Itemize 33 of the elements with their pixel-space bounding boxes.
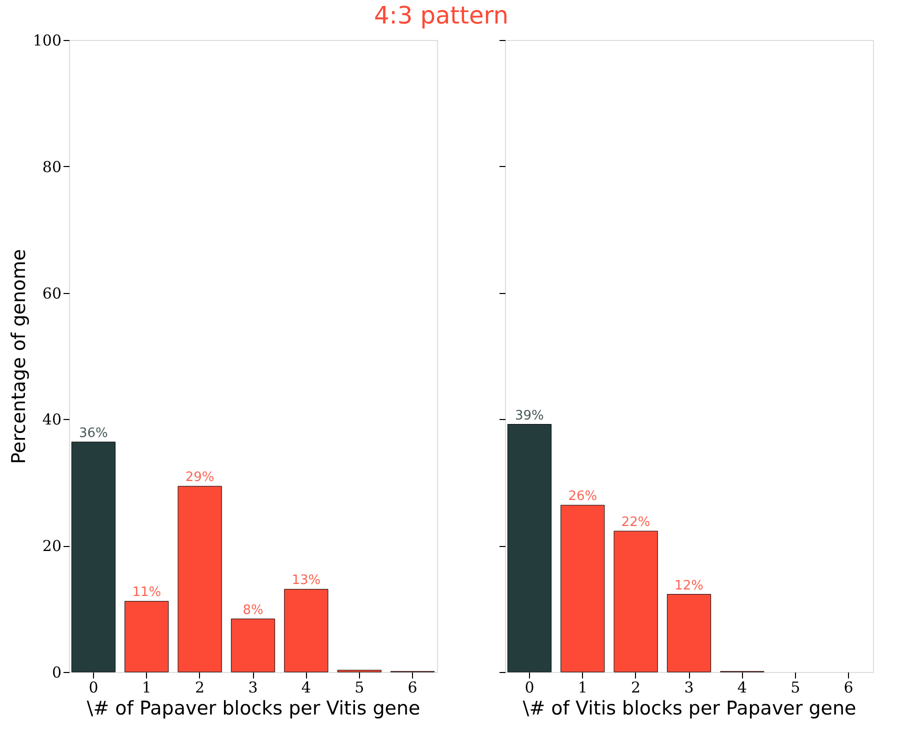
y-tick-label: 0 xyxy=(52,664,62,682)
y-tick-label: 100 xyxy=(32,32,62,50)
x-tick-label: 4 xyxy=(301,678,311,696)
x-tick-label: 4 xyxy=(737,678,747,696)
x-axis-title: \# of Papaver blocks per Vitis gene xyxy=(86,698,420,720)
x-tick-label: 0 xyxy=(88,678,98,696)
x-tick-label: 1 xyxy=(578,678,588,696)
x-tick-label: 2 xyxy=(631,678,641,696)
data-label: 8% xyxy=(242,602,264,618)
y-axis-title: Percentage of genome xyxy=(8,249,30,464)
x-tick-label: 1 xyxy=(142,678,152,696)
y-tick-label: 60 xyxy=(42,284,62,302)
y-tick-label: 80 xyxy=(42,158,62,176)
x-tick-label: 0 xyxy=(524,678,534,696)
y-tick-label: 40 xyxy=(42,410,62,429)
x-tick-label: 2 xyxy=(195,678,205,696)
chart-title: 4:3 pattern xyxy=(374,2,508,30)
x-tick-label: 6 xyxy=(408,678,418,696)
x-tick-label: 6 xyxy=(844,678,854,696)
x-tick-label: 3 xyxy=(248,678,258,696)
data-label: 36% xyxy=(79,426,108,441)
x-tick-label: 5 xyxy=(790,678,800,696)
data-label: 39% xyxy=(515,408,544,424)
data-label: 22% xyxy=(621,515,650,530)
x-axis-title: \# of Vitis blocks per Papaver gene xyxy=(522,698,856,720)
y-tick-label: 20 xyxy=(42,537,62,556)
data-label: 12% xyxy=(674,578,704,594)
x-tick-label: 5 xyxy=(354,678,364,696)
data-label: 29% xyxy=(185,470,214,486)
data-label: 26% xyxy=(568,489,598,504)
data-label: 13% xyxy=(292,573,321,588)
data-label: 11% xyxy=(132,585,162,600)
x-tick-label: 3 xyxy=(684,678,694,696)
